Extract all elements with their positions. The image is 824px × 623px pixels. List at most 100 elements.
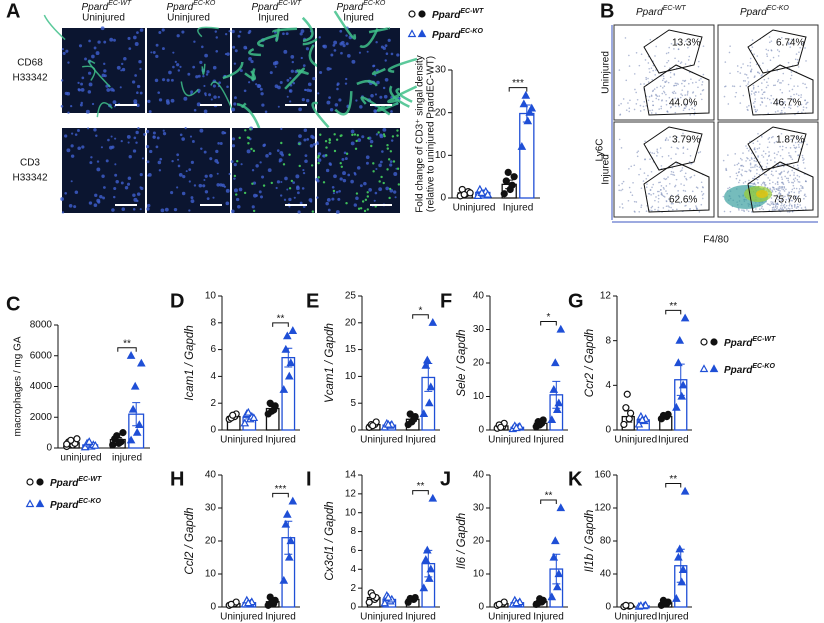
event — [642, 105, 645, 108]
nucleus — [375, 40, 378, 44]
data-point — [132, 427, 142, 436]
sig-label: ** — [545, 491, 553, 502]
event — [780, 186, 782, 188]
event — [734, 95, 737, 98]
nucleus — [133, 136, 137, 140]
nucleus — [369, 139, 374, 144]
event — [758, 173, 761, 176]
event — [802, 161, 805, 164]
data-point — [126, 351, 136, 359]
event — [790, 190, 793, 193]
event — [772, 186, 774, 188]
event — [796, 138, 798, 140]
event — [694, 195, 696, 198]
event — [701, 194, 704, 196]
event — [785, 146, 787, 149]
y-tick-label: 15 — [345, 344, 357, 355]
y-tick-label: 10 — [473, 569, 485, 580]
nucleus — [305, 98, 310, 103]
stain — [247, 142, 250, 145]
nucleus — [139, 91, 143, 95]
event — [744, 80, 747, 82]
event — [679, 202, 681, 204]
nucleus — [250, 59, 254, 64]
event — [742, 152, 744, 154]
event — [792, 165, 795, 167]
data-point — [523, 116, 533, 125]
event — [748, 179, 750, 182]
event — [681, 94, 684, 97]
event — [762, 156, 765, 158]
event — [650, 206, 653, 209]
data-point — [637, 415, 647, 424]
nucleus — [155, 43, 159, 47]
event — [745, 145, 747, 147]
event — [659, 85, 662, 87]
event — [738, 181, 740, 184]
event — [798, 175, 801, 178]
nucleus — [181, 30, 185, 34]
event — [698, 60, 700, 63]
event — [660, 105, 663, 108]
data-point — [418, 10, 426, 18]
event — [781, 207, 784, 209]
event — [643, 83, 645, 85]
nucleus — [139, 67, 142, 71]
nucleus — [215, 50, 219, 53]
nucleus — [147, 174, 150, 177]
event — [629, 191, 632, 194]
event — [756, 55, 759, 57]
event — [645, 177, 648, 180]
nucleus — [133, 35, 137, 40]
nucleus — [259, 87, 263, 91]
y-axis-label: Ccr2 / Gapdh — [584, 329, 596, 397]
event — [781, 111, 783, 114]
stain — [370, 144, 373, 148]
event — [701, 83, 703, 86]
event — [768, 141, 771, 143]
nucleus — [177, 164, 181, 168]
event — [695, 205, 697, 207]
stain — [251, 68, 256, 81]
event — [686, 94, 689, 96]
event — [659, 147, 662, 149]
nucleus — [170, 191, 174, 195]
y-axis-label: Sele / Gapdh — [456, 329, 468, 396]
event — [727, 187, 729, 190]
event — [675, 197, 677, 199]
nucleus — [329, 67, 332, 70]
event — [756, 169, 758, 171]
event — [755, 160, 757, 163]
nucleus — [212, 84, 216, 88]
stain — [288, 153, 291, 156]
y-axis-label: Il1b / Gapdh — [584, 510, 596, 573]
nucleus — [199, 128, 204, 133]
event — [676, 97, 679, 100]
event — [673, 174, 676, 176]
event — [676, 42, 679, 45]
event — [647, 81, 650, 83]
panel-letter: F — [440, 290, 452, 312]
x-tick-label: Uninjured — [488, 435, 531, 446]
event — [634, 88, 636, 91]
stain — [388, 196, 391, 200]
stain — [241, 102, 247, 108]
event — [791, 210, 794, 213]
nucleus — [216, 172, 219, 175]
data-point — [113, 432, 121, 440]
nucleus — [166, 101, 170, 105]
nucleus — [359, 184, 363, 188]
nucleus — [102, 196, 105, 200]
event — [802, 109, 805, 111]
event — [767, 177, 769, 179]
event — [751, 158, 753, 160]
event — [653, 152, 656, 155]
nucleus — [233, 163, 237, 167]
event — [739, 72, 742, 74]
event — [638, 210, 641, 213]
event — [667, 81, 670, 84]
event — [724, 85, 727, 87]
event — [768, 151, 770, 153]
event — [757, 85, 760, 88]
event — [667, 198, 670, 200]
